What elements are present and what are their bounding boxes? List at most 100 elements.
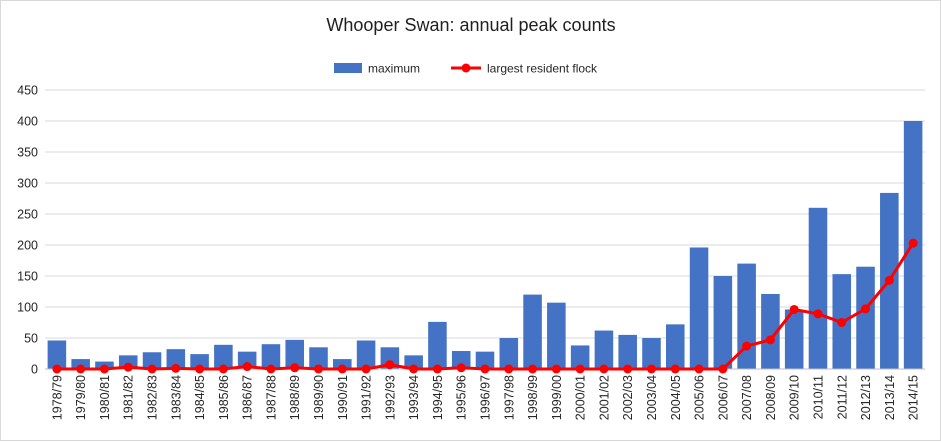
bar-1985/86 xyxy=(214,344,233,369)
x-tick-label: 1981/82 xyxy=(122,375,136,420)
y-tick-label: 250 xyxy=(17,208,38,222)
point-1985/86 xyxy=(218,364,228,374)
y-tick-label: 300 xyxy=(17,177,38,191)
bar-2008/09 xyxy=(761,293,780,369)
x-tick-label: 2007/08 xyxy=(740,375,754,420)
bar-1996/97 xyxy=(475,351,495,369)
bar-1983/84 xyxy=(166,349,186,369)
point-1999/00 xyxy=(551,364,561,374)
x-tick-label: 1995/96 xyxy=(455,375,469,420)
x-tick-label: 2005/06 xyxy=(693,375,707,420)
bar-1999/00 xyxy=(547,302,566,369)
x-tick-label: 2013/14 xyxy=(883,375,897,420)
point-2013/14 xyxy=(884,275,894,285)
y-tick-label: 50 xyxy=(24,332,38,346)
legend-label-maximum: maximum xyxy=(368,62,420,76)
point-1979/80 xyxy=(76,364,86,374)
x-tick-label: 1992/93 xyxy=(383,375,397,420)
x-tick-label: 2000/01 xyxy=(574,375,588,420)
x-tick-label: 2010/11 xyxy=(811,375,825,419)
point-2007/08 xyxy=(742,341,752,351)
gridlines xyxy=(45,89,925,339)
bar-1987/88 xyxy=(261,344,281,369)
bar-2012/13 xyxy=(856,266,875,369)
bar-2002/03 xyxy=(618,334,637,369)
bar-1986/87 xyxy=(237,351,257,369)
bar-2001/02 xyxy=(594,330,614,369)
x-tick-label: 2011/12 xyxy=(835,375,849,419)
point-1987/88 xyxy=(266,364,276,374)
bar-1984/85 xyxy=(190,354,209,369)
x-tick-label: 1985/86 xyxy=(217,375,231,420)
point-2010/11 xyxy=(813,309,823,319)
bars-maximum xyxy=(47,121,923,369)
x-tick-label: 2002/03 xyxy=(621,375,635,420)
x-tick-label: 2009/10 xyxy=(788,375,802,420)
point-1982/83 xyxy=(147,364,157,374)
point-2005/06 xyxy=(694,364,704,374)
x-tick-label: 1997/98 xyxy=(502,375,516,420)
point-1993/94 xyxy=(409,364,419,374)
legend: maximum largest resident flock xyxy=(334,62,598,76)
y-tick-label: 200 xyxy=(17,239,38,253)
bar-1993/94 xyxy=(404,355,423,369)
x-tick-label: 1993/94 xyxy=(407,375,421,420)
bar-2006/07 xyxy=(713,276,733,369)
bar-2003/04 xyxy=(642,338,661,369)
x-tick-label: 2012/13 xyxy=(859,375,873,420)
x-tick-label: 1979/80 xyxy=(74,375,88,420)
x-tick-label: 2014/15 xyxy=(907,375,921,420)
bar-1991/92 xyxy=(356,340,376,369)
y-tick-label: 100 xyxy=(17,301,38,315)
point-1988/89 xyxy=(290,363,300,373)
bar-1978/79 xyxy=(47,340,67,369)
point-1986/87 xyxy=(242,362,252,372)
point-1995/96 xyxy=(456,363,466,373)
point-1992/93 xyxy=(385,360,395,370)
point-2012/13 xyxy=(861,304,871,314)
x-tick-label: 1984/85 xyxy=(193,375,207,420)
x-tick-label: 1982/83 xyxy=(146,375,160,420)
x-tick-label: 1989/90 xyxy=(312,375,326,420)
x-tick-label: 2003/04 xyxy=(645,375,659,420)
x-tick-label: 2008/09 xyxy=(764,375,778,420)
line-resident-flock xyxy=(52,238,918,374)
point-1989/90 xyxy=(314,364,324,374)
point-1991/92 xyxy=(361,364,371,374)
bar-1982/83 xyxy=(142,352,162,369)
point-1998/99 xyxy=(528,364,538,374)
point-1990/91 xyxy=(337,364,347,374)
bar-2000/01 xyxy=(570,345,590,369)
x-axis-ticks: 1978/79 1979/80 1980/81 1981/82 1982/83 1983/… xyxy=(50,375,920,420)
point-2006/07 xyxy=(718,364,728,374)
point-1997/98 xyxy=(504,364,514,374)
resident-flock-line xyxy=(56,242,915,371)
y-axis-ticks: 0 50 100 150 200 250 300 350 400 450 xyxy=(17,84,38,377)
x-tick-label: 1986/87 xyxy=(241,375,255,420)
y-tick-label: 0 xyxy=(31,363,38,377)
point-1978/79 xyxy=(52,364,62,374)
legend-label-resident-flock: largest resident flock xyxy=(487,62,598,76)
x-tick-label: 1996/97 xyxy=(479,375,493,420)
x-tick-label: 2001/02 xyxy=(597,375,611,420)
point-2009/10 xyxy=(789,304,799,314)
x-tick-label: 1980/81 xyxy=(98,375,112,420)
bar-2005/06 xyxy=(689,247,709,369)
point-2001/02 xyxy=(599,364,609,374)
x-tick-label: 1987/88 xyxy=(264,375,278,420)
bar-1997/98 xyxy=(499,338,519,369)
point-1983/84 xyxy=(171,363,181,373)
y-tick-label: 150 xyxy=(17,270,38,284)
x-tick-label: 1994/95 xyxy=(431,375,445,420)
point-2011/12 xyxy=(837,318,847,327)
bar-1981/82 xyxy=(118,355,138,369)
point-1996/97 xyxy=(480,364,490,374)
bar-1995/96 xyxy=(451,351,471,369)
bar-1988/89 xyxy=(285,339,305,369)
bar-1990/91 xyxy=(333,359,352,369)
chart-title: Whooper Swan: annual peak counts xyxy=(326,15,615,35)
point-1980/81 xyxy=(99,364,109,374)
x-tick-label: 1990/91 xyxy=(336,375,350,420)
x-tick-label: 1991/92 xyxy=(360,375,374,420)
bar-2010/11 xyxy=(808,207,828,369)
